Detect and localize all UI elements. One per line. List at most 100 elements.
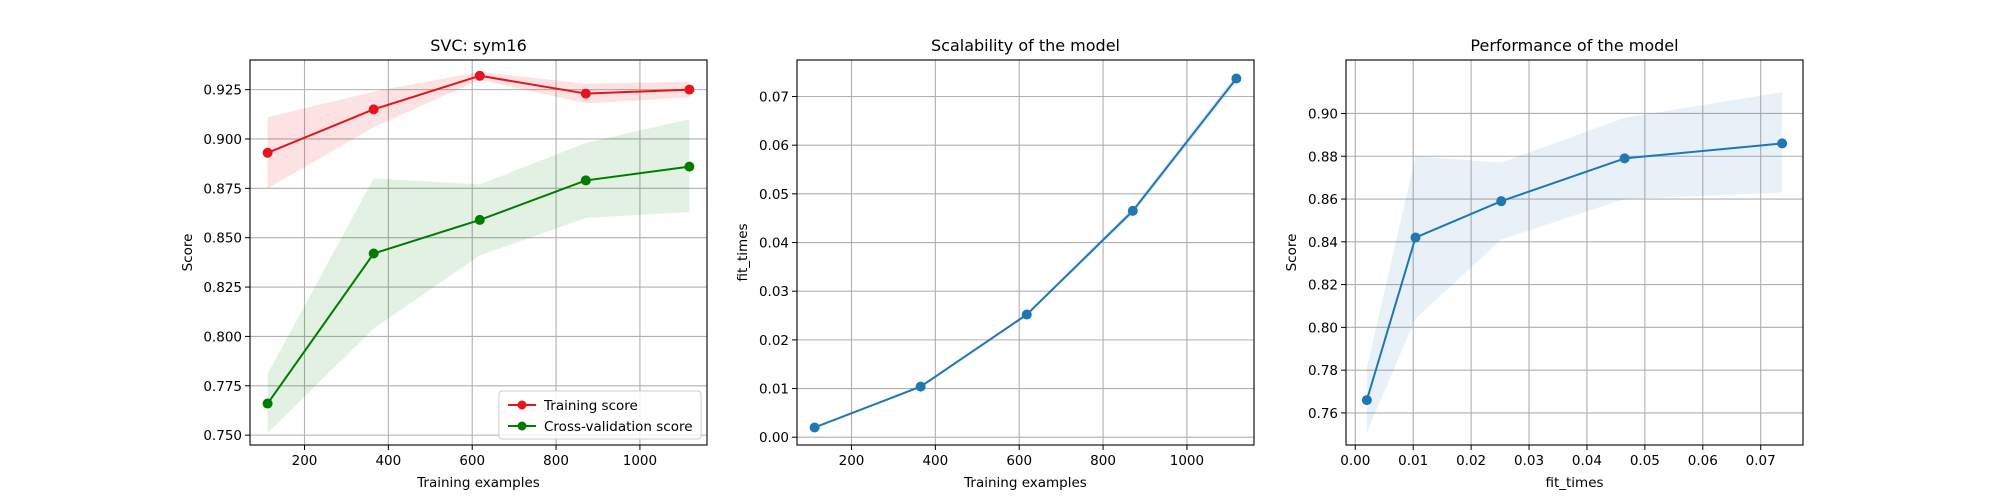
- data-point: [1021, 309, 1032, 320]
- y-tick-label: 0.875: [203, 181, 242, 197]
- x-axis-label: fit_times: [1545, 475, 1603, 491]
- chart-title: Performance of the model: [1470, 36, 1678, 55]
- axis-ticks: 0.00 0.01 0.02 0.03 0.04 0.05 0.06 0.07 0.76 0.78…: [1308, 106, 1776, 469]
- y-tick-label: 0.925: [203, 83, 242, 99]
- y-tick-label: 0.750: [203, 428, 242, 444]
- data-point: [1127, 205, 1138, 216]
- legend-box: [498, 390, 702, 440]
- y-tick-label: 0.86: [1308, 192, 1338, 208]
- data-point: [1496, 196, 1507, 207]
- axis-ticks: 200 400 600 800 1000 0.00 0.01 0.02 0.03 0.04 0.05…: [759, 90, 1204, 469]
- y-tick-label: 0.84: [1308, 235, 1338, 251]
- data-point: [684, 161, 695, 172]
- x-tick-label: 0.07: [1746, 453, 1776, 469]
- y-tick-label: 0.04: [759, 236, 789, 252]
- data-point: [1410, 232, 1421, 243]
- x-tick-label: 800: [543, 453, 569, 469]
- y-tick-label: 0.01: [759, 382, 789, 398]
- y-tick-label: 0.78: [1308, 363, 1338, 379]
- x-tick-label: 1000: [1170, 453, 1204, 469]
- y-axis-label: Score: [180, 234, 196, 272]
- data-point: [368, 248, 379, 259]
- x-tick-label: 200: [839, 453, 865, 469]
- chart-title: SVC: sym16: [430, 36, 527, 55]
- y-tick-label: 0.800: [203, 329, 242, 345]
- x-axis-label: Training examples: [416, 475, 540, 491]
- x-tick-label: 0.05: [1630, 453, 1660, 469]
- confidence-band: [267, 119, 690, 434]
- y-tick-label: 0.80: [1308, 320, 1338, 336]
- y-tick-label: 0.775: [203, 379, 242, 395]
- data-point: [1619, 153, 1630, 164]
- axis-ticks: 200 400 600 800 1000 0.750 0.775 0.800 0.825 0.85…: [203, 83, 657, 469]
- y-tick-label: 0.825: [203, 280, 242, 296]
- data-point: [684, 84, 695, 95]
- legend-item: Cross-validation score: [508, 419, 693, 435]
- y-tick-label: 0.06: [759, 138, 789, 154]
- x-axis-label: Training examples: [963, 475, 1087, 491]
- chart-panel-svc: SVC: sym16 Training examples Score 200 40…: [180, 36, 708, 491]
- data-point: [474, 70, 485, 81]
- y-tick-label: 0.900: [203, 132, 242, 148]
- y-axis-label: fit_times: [735, 223, 751, 281]
- series-series-0: [1361, 92, 1788, 433]
- y-tick-label: 0.90: [1308, 106, 1338, 122]
- series-cross-validation-score: [262, 119, 695, 434]
- x-tick-label: 600: [1006, 453, 1032, 469]
- x-tick-label: 400: [375, 453, 401, 469]
- data-point: [915, 381, 926, 392]
- x-tick-label: 200: [292, 453, 318, 469]
- y-tick-label: 0.07: [759, 90, 789, 106]
- legend-item: Training score: [508, 398, 638, 414]
- axes-frame: [249, 59, 708, 446]
- axes-frame: [1345, 59, 1804, 446]
- data-point: [580, 175, 591, 186]
- y-tick-label: 0.02: [759, 333, 789, 349]
- x-tick-label: 0.02: [1456, 453, 1486, 469]
- data-point: [580, 88, 591, 99]
- x-tick-label: 0.06: [1688, 453, 1718, 469]
- x-tick-label: 400: [922, 453, 948, 469]
- y-tick-label: 0.03: [759, 284, 789, 300]
- axes-frame: [796, 59, 1255, 446]
- y-tick-label: 0.88: [1308, 149, 1338, 165]
- y-tick-label: 0.76: [1308, 406, 1338, 422]
- y-axis-label: Score: [1284, 234, 1300, 272]
- data-point: [368, 104, 379, 115]
- series-series-0: [809, 73, 1242, 433]
- confidence-band: [267, 71, 690, 189]
- chart-panel-performance: Performance of the model fit_times Score…: [1284, 36, 1804, 491]
- y-tick-label: 0.850: [203, 231, 242, 247]
- x-tick-label: 800: [1090, 453, 1116, 469]
- x-tick-label: 0.03: [1514, 453, 1544, 469]
- legend-label: Cross-validation score: [544, 419, 693, 435]
- grid: [1346, 60, 1803, 445]
- grid: [250, 60, 707, 445]
- confidence-band: [1366, 92, 1783, 433]
- data-point: [1777, 138, 1788, 149]
- x-tick-label: 1000: [623, 453, 657, 469]
- y-tick-label: 0.82: [1308, 278, 1338, 294]
- data-point: [262, 398, 273, 409]
- legend-swatch-marker: [517, 400, 527, 410]
- chart-title: Scalability of the model: [931, 36, 1120, 55]
- data-point: [809, 422, 820, 433]
- chart-panel-scalability: Scalability of the model Training exampl…: [735, 36, 1255, 491]
- data-point: [1231, 73, 1242, 84]
- y-tick-label: 0.05: [759, 187, 789, 203]
- legend-label: Training score: [543, 398, 638, 414]
- legend-swatch-marker: [517, 421, 527, 431]
- x-tick-label: 0.04: [1572, 453, 1602, 469]
- data-point: [262, 147, 273, 158]
- x-tick-label: 600: [459, 453, 485, 469]
- series-training-score: [262, 70, 695, 189]
- y-tick-label: 0.00: [759, 430, 789, 446]
- data-point: [1361, 395, 1372, 406]
- grid: [797, 60, 1254, 445]
- data-point: [474, 214, 485, 225]
- x-tick-label: 0.00: [1340, 453, 1370, 469]
- legend: Training score Cross-validation score: [498, 390, 702, 440]
- x-tick-label: 0.01: [1398, 453, 1428, 469]
